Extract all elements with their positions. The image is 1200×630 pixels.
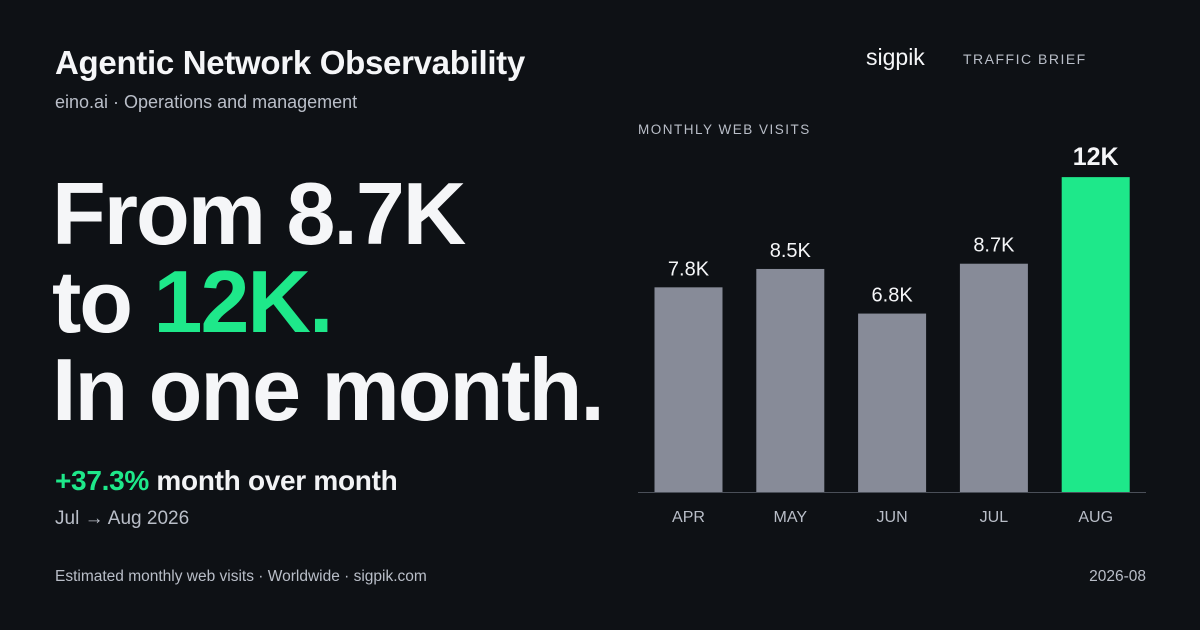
page-title: Agentic Network Observability <box>55 44 525 81</box>
x-tick-jun: JUN <box>877 509 908 526</box>
change-stat: +37.3% month over month <box>55 465 398 497</box>
chart-title: MONTHLY WEB VISITS <box>638 122 811 137</box>
x-tick-aug: AUG <box>1078 509 1113 526</box>
data-label-jun: 6.8K <box>872 285 914 307</box>
headline-line-1: From 8.7K <box>52 164 466 263</box>
footer-date: 2026-08 <box>1089 568 1146 585</box>
data-label-jul: 8.7K <box>973 235 1015 257</box>
bar-aug <box>1061 177 1130 492</box>
data-label-aug: 12K <box>1073 143 1119 171</box>
change-label: month over month <box>148 465 398 496</box>
brand-tag: TRAFFIC BRIEF <box>963 51 1087 67</box>
x-tick-jul: JUL <box>980 509 1009 526</box>
change-value: +37.3% <box>55 465 149 496</box>
headline-highlight: 12K. <box>153 252 334 351</box>
bar-jun <box>858 313 927 492</box>
headline-line-2: to 12K. <box>52 258 603 346</box>
page-subtitle: eino.ai · Operations and management <box>55 92 358 112</box>
x-tick-may: MAY <box>774 509 808 526</box>
headline-line-2-prefix: to <box>52 252 154 351</box>
brand-logo: sigpik <box>866 44 925 70</box>
bar-jul <box>959 263 1028 492</box>
bar-may <box>756 268 825 492</box>
x-tick-apr: APR <box>672 509 705 526</box>
headline: From 8.7K to 12K. In one month. <box>52 164 605 439</box>
footer-source: Estimated monthly web visits · Worldwide… <box>55 568 427 585</box>
data-label-apr: 7.8K <box>668 258 710 280</box>
period-label: Jul → Aug 2026 <box>55 508 190 529</box>
headline-line-3: In one month. <box>52 340 605 439</box>
data-label-may: 8.5K <box>770 240 812 262</box>
bar-apr <box>654 287 723 492</box>
